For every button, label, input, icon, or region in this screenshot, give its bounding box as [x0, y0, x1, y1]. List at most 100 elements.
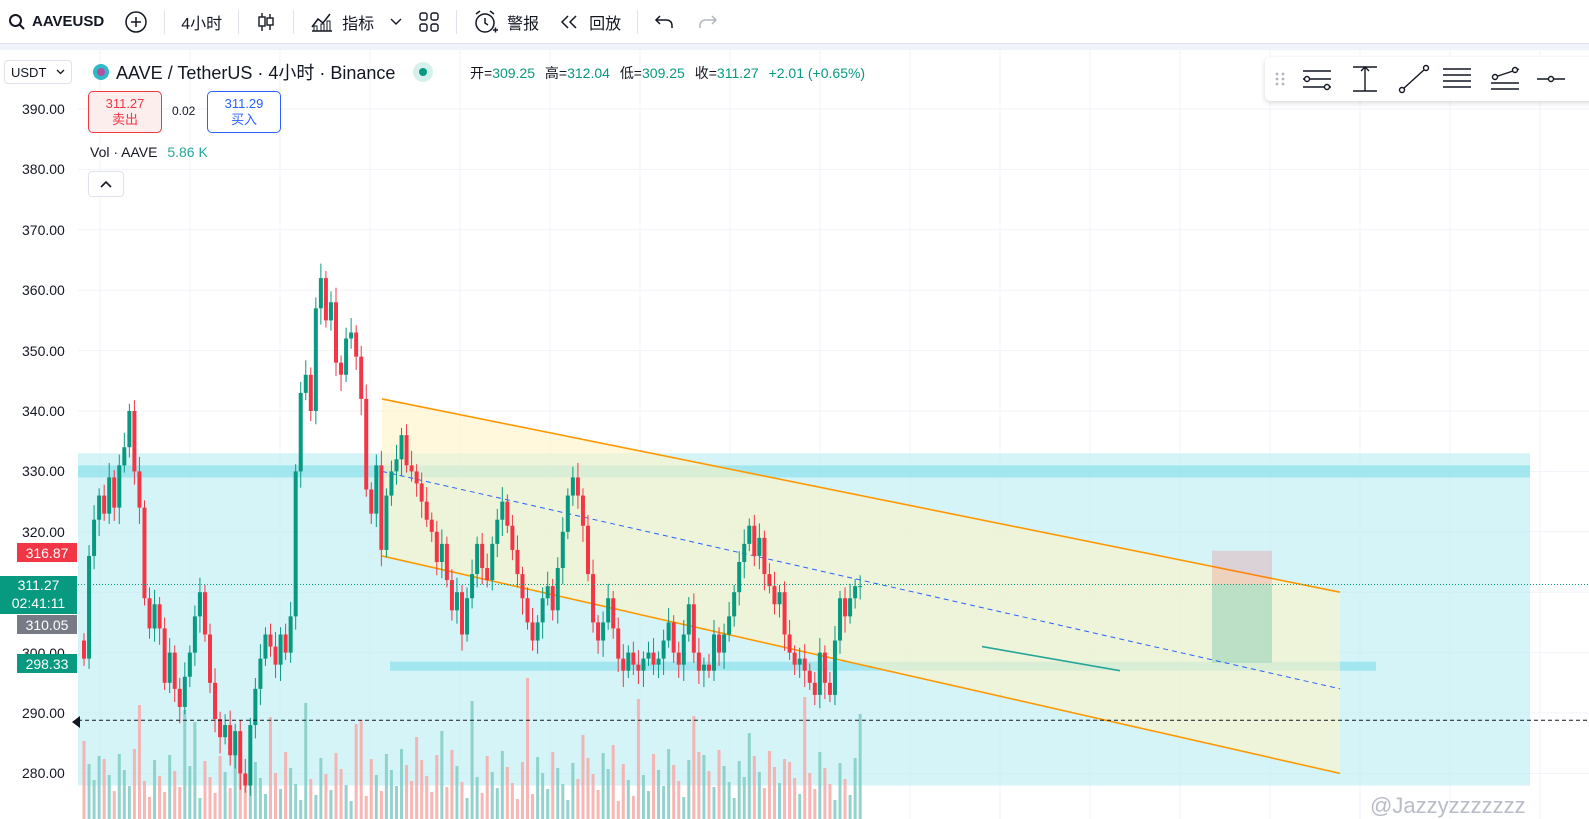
volume-bar: [223, 772, 227, 819]
volume-bar: [793, 778, 797, 819]
candle-body: [460, 592, 464, 635]
alert-button[interactable]: 警报: [463, 0, 549, 44]
layouts-button[interactable]: [408, 0, 450, 44]
volume-bar: [243, 783, 247, 819]
volume-bar: [274, 773, 278, 819]
candle-body: [419, 483, 424, 502]
volume-bar: [470, 701, 474, 819]
regression-trend-icon[interactable]: [1303, 70, 1331, 91]
volume-bar: [682, 797, 686, 819]
replay-button[interactable]: 回放: [549, 0, 631, 44]
currency-select[interactable]: USDT: [4, 60, 72, 84]
volume-bar: [425, 776, 429, 819]
parallel-channel-icon[interactable]: [1443, 68, 1471, 88]
volume-bar: [571, 763, 575, 819]
candle-body: [137, 471, 142, 508]
volume-bar: [772, 767, 776, 819]
collapse-legend-button[interactable]: [88, 171, 124, 197]
candle-body: [409, 465, 414, 472]
candle-body: [313, 308, 318, 411]
candle-body: [182, 676, 187, 707]
candle-body: [520, 574, 525, 599]
volume-bar: [672, 765, 676, 819]
high-label: 高=: [544, 65, 568, 81]
candle-body: [782, 592, 787, 635]
volume-bar: [697, 752, 701, 819]
candle-body: [827, 682, 832, 695]
indicators-button[interactable]: 指标: [300, 0, 384, 44]
sell-price: 311.27: [105, 96, 145, 111]
symbol-search[interactable]: AAVEUSD: [0, 0, 114, 44]
candle-body: [334, 302, 338, 363]
volume-bar: [294, 784, 298, 819]
candle-body: [606, 598, 611, 623]
volume-bar: [450, 750, 454, 819]
volume-bar: [334, 753, 338, 819]
volume-bar: [178, 787, 182, 819]
candle-body: [369, 489, 374, 514]
candle-body: [722, 634, 727, 653]
volume-bar: [213, 793, 217, 819]
volume-bar: [485, 756, 489, 819]
candle-body: [601, 622, 606, 641]
candle-body: [540, 598, 545, 623]
volume-bar: [87, 764, 91, 819]
candle-body: [283, 634, 288, 653]
candle-body: [243, 773, 248, 786]
axis-tick-label: 340.00: [22, 403, 65, 419]
toolbar-divider: [293, 9, 295, 34]
volume-bar: [188, 766, 192, 819]
volume-bar: [581, 735, 585, 819]
candle-body: [162, 628, 167, 683]
fib-retracement-icon[interactable]: [1491, 66, 1520, 90]
candle-body: [586, 525, 590, 575]
candle-body: [681, 634, 686, 665]
sell-button[interactable]: 311.27 卖出: [88, 91, 162, 133]
candle-body: [429, 519, 434, 532]
volume-bar: [127, 786, 131, 819]
toolbar-divider: [164, 9, 166, 34]
chevron-down-icon[interactable]: [384, 0, 408, 44]
candle-body: [233, 731, 238, 756]
compare-button[interactable]: [114, 0, 158, 44]
candle-body: [344, 338, 349, 375]
volume-bar: [561, 784, 565, 819]
price-range-icon[interactable]: [1353, 66, 1377, 92]
volume-bar: [742, 777, 746, 819]
volume-bar: [465, 798, 469, 819]
drag-handle-icon[interactable]: [1275, 72, 1285, 86]
low-label: 低=: [619, 65, 642, 81]
axis-tick-label: 280.00: [22, 765, 65, 782]
price-chart[interactable]: [0, 50, 1589, 819]
candle-body: [470, 574, 475, 599]
volume-bar: [475, 777, 479, 819]
candle-body: [737, 562, 742, 593]
legend-title[interactable]: AAVE / TetherUS · 4小时 · Binance: [116, 63, 396, 83]
spread-value: 0.02: [172, 104, 196, 118]
redo-button[interactable]: [686, 0, 728, 44]
volume-bar: [440, 731, 444, 819]
undo-button[interactable]: [644, 0, 686, 44]
interval-button[interactable]: 4小时: [181, 15, 223, 33]
buy-button[interactable]: 311.29 买入: [207, 91, 281, 133]
volume-bar: [153, 760, 157, 819]
volume-bar: [354, 724, 358, 819]
horizontal-ray-icon[interactable]: [1537, 75, 1565, 83]
volume-bar: [389, 770, 393, 819]
candle-body: [631, 652, 636, 665]
candle-body: [596, 622, 601, 641]
trend-line-icon[interactable]: [1398, 64, 1430, 94]
market-status-icon[interactable]: [413, 62, 434, 82]
axis-tick-label: 370.00: [22, 221, 65, 238]
volume-bar: [843, 779, 847, 819]
volume-bar: [309, 779, 313, 819]
volume-bar: [435, 755, 439, 819]
candle-body: [434, 531, 439, 562]
chart-type-button[interactable]: [245, 0, 287, 44]
candle-body: [641, 658, 646, 671]
candle-body: [303, 374, 308, 393]
aave-logo-icon: [93, 64, 109, 80]
volume-bar: [611, 745, 615, 819]
candle-body: [298, 392, 303, 472]
volume-bar: [410, 781, 414, 819]
